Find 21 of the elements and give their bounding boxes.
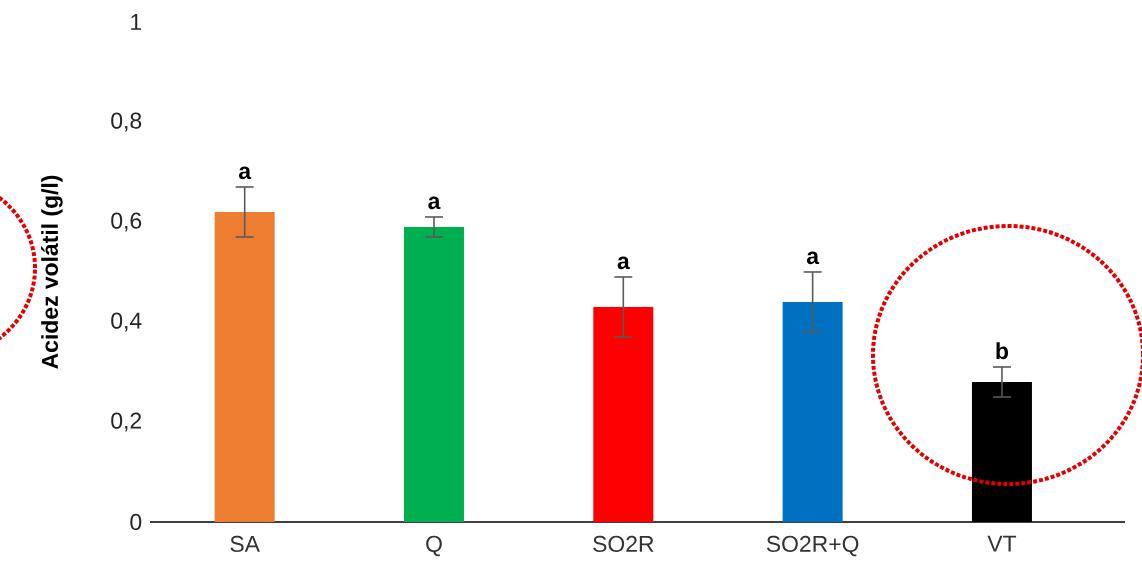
bar bbox=[214, 211, 275, 522]
annotation: a bbox=[617, 256, 630, 270]
y-tick-label: 0,2 bbox=[111, 412, 142, 432]
x-tick-label: SA bbox=[230, 535, 260, 553]
y-tick-label: 0,8 bbox=[111, 112, 142, 132]
y-tick-label: 1 bbox=[131, 14, 142, 30]
x-tick-label: Q bbox=[426, 535, 442, 557]
annotation: a bbox=[428, 196, 441, 210]
annotation: a bbox=[238, 166, 252, 180]
y-axis-title: Acidez volátil (g/l) bbox=[40, 175, 63, 369]
x-tick-label: VT bbox=[987, 535, 1017, 552]
annotation: b bbox=[996, 342, 1009, 360]
y-tick-label: 0,4 bbox=[111, 312, 142, 332]
annotation: a bbox=[806, 251, 820, 265]
x-tick-label: SO2R+Q bbox=[766, 535, 859, 557]
x-tick-label: SO2R bbox=[593, 535, 654, 553]
bar bbox=[782, 301, 843, 522]
y-tick-label: 0 bbox=[130, 513, 142, 531]
bar bbox=[403, 226, 464, 522]
y-tick-label: 0,6 bbox=[111, 212, 142, 232]
bar bbox=[593, 306, 654, 522]
